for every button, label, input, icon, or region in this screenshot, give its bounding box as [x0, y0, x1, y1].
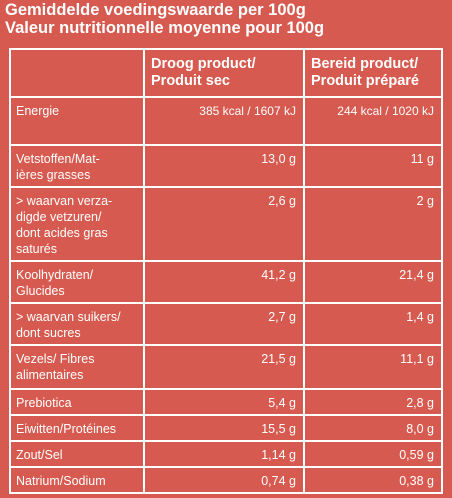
header-dry-line2: Produit sec	[151, 73, 230, 89]
row-label: > waarvan suikers/ dont sucres	[9, 302, 145, 346]
label-line: Vetstoffen/Mat-	[16, 152, 100, 166]
value-dry: 15,5 g	[143, 414, 305, 442]
title-french: Valeur nutritionnelle moyenne pour 100g	[5, 19, 325, 37]
value-dry: 13,0 g	[143, 144, 305, 188]
value-dry: 385 kcal / 1607 kJ	[143, 96, 305, 146]
table-row: Koolhydraten/ Glucides 41,2 g 21,4 g	[9, 260, 443, 304]
label-proteins: Eiwitten/Protéines	[16, 422, 117, 436]
title-dutch: Gemiddelde voedingswaarde per 100g	[5, 1, 306, 19]
table-row: > waarvan verza- digde vetzuren/ dont ac…	[9, 186, 443, 262]
value-prepared: 0,59 g	[303, 440, 443, 468]
value-dry: 2,7 g	[143, 302, 305, 346]
value-dry: 21,5 g	[143, 344, 305, 390]
table-row: Vetstoffen/Mat- ières grasses 13,0 g 11 …	[9, 144, 443, 188]
label-line: dont acides gras	[16, 226, 108, 240]
table-row: Vezels/ Fibres alimentaires 21,5 g 11,1 …	[9, 344, 443, 390]
value-prepared: 244 kcal / 1020 kJ	[303, 96, 443, 146]
row-label: Eiwitten/Protéines	[9, 414, 145, 442]
label-energy: Energie	[16, 104, 60, 118]
row-label: Vetstoffen/Mat- ières grasses	[9, 144, 145, 188]
value-prepared: 8,0 g	[303, 414, 443, 442]
nutrition-table: Droog product/ Produit sec Bereid produc…	[9, 48, 443, 494]
label-line: ières grasses	[16, 168, 91, 182]
header-dry-product: Droog product/ Produit sec	[143, 48, 305, 98]
label-line: > waarvan suikers/	[16, 310, 121, 324]
row-label: Vezels/ Fibres alimentaires	[9, 344, 145, 390]
table-row: > waarvan suikers/ dont sucres 2,7 g 1,4…	[9, 302, 443, 346]
table-row: Eiwitten/Protéines 15,5 g 8,0 g	[9, 414, 443, 442]
row-label: Prebiotica	[9, 388, 145, 416]
value-prepared: 11 g	[303, 144, 443, 188]
label-line: Glucides	[16, 284, 65, 298]
value-prepared: 11,1 g	[303, 344, 443, 390]
table-row: Natrium/Sodium 0,74 g 0,38 g	[9, 466, 443, 494]
value-prepared: 0,38 g	[303, 466, 443, 494]
label-line: Koolhydraten/	[16, 268, 94, 282]
table-row: Energie 385 kcal / 1607 kJ 244 kcal / 10…	[9, 96, 443, 146]
row-label: > waarvan verza- digde vetzuren/ dont ac…	[9, 186, 145, 262]
label-salt: Zout/Sel	[16, 448, 63, 462]
value-dry: 41,2 g	[143, 260, 305, 304]
value-dry: 1,14 g	[143, 440, 305, 468]
label-sodium: Natrium/Sodium	[16, 474, 106, 488]
header-empty-cell	[9, 48, 145, 98]
row-label: Natrium/Sodium	[9, 466, 145, 494]
table-row: Prebiotica 5,4 g 2,8 g	[9, 388, 443, 416]
label-line: Vezels/ Fibres	[16, 352, 95, 366]
value-dry: 5,4 g	[143, 388, 305, 416]
row-label: Energie	[9, 96, 145, 146]
header-prepared-line2: Produit préparé	[311, 73, 419, 89]
table-title: Gemiddelde voedingswaarde per 100g Valeu…	[5, 1, 324, 37]
label-line: dont sucres	[16, 326, 81, 340]
value-dry: 2,6 g	[143, 186, 305, 262]
label-line: saturés	[16, 242, 57, 256]
header-row: Droog product/ Produit sec Bereid produc…	[9, 48, 443, 98]
label-prebiotics: Prebiotica	[16, 396, 72, 410]
header-dry-line1: Droog product/	[151, 56, 256, 72]
value-prepared: 2 g	[303, 186, 443, 262]
row-label: Zout/Sel	[9, 440, 145, 468]
header-prepared-product: Bereid product/ Produit préparé	[303, 48, 443, 98]
value-prepared: 2,8 g	[303, 388, 443, 416]
row-label: Koolhydraten/ Glucides	[9, 260, 145, 304]
label-line: > waarvan verza-	[16, 194, 113, 208]
value-prepared: 21,4 g	[303, 260, 443, 304]
value-dry: 0,74 g	[143, 466, 305, 494]
value-prepared: 1,4 g	[303, 302, 443, 346]
table-row: Zout/Sel 1,14 g 0,59 g	[9, 440, 443, 468]
label-line: alimentaires	[16, 368, 84, 382]
label-line: digde vetzuren/	[16, 210, 102, 224]
header-prepared-line1: Bereid product/	[311, 56, 419, 72]
